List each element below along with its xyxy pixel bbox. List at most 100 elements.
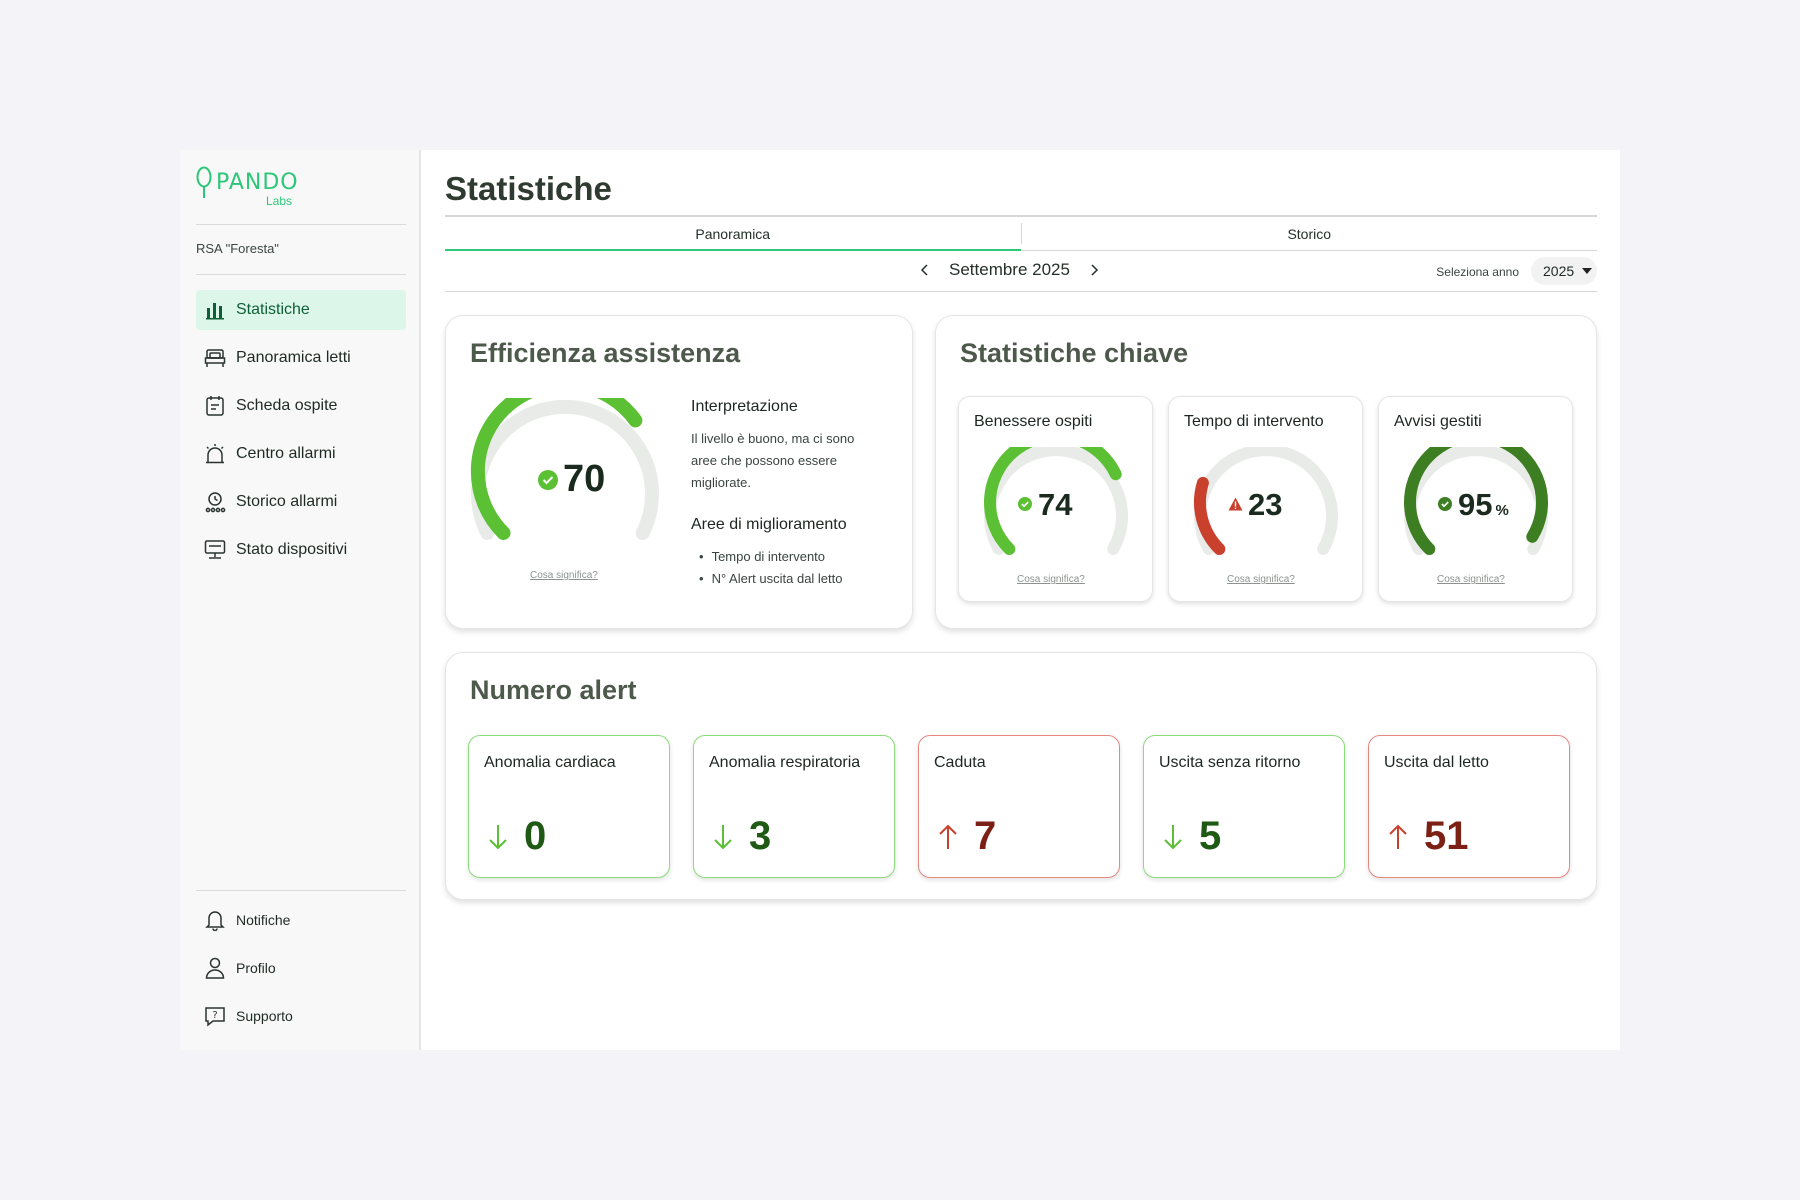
stat-benessere-ospiti: Benessere ospiti 74 Cosa significa? — [958, 396, 1153, 602]
alert-caduta[interactable]: Caduta 7 — [918, 735, 1120, 878]
arrow-up-icon — [939, 824, 957, 849]
alert-anomalia-respiratoria[interactable]: Anomalia respiratoria 3 — [693, 735, 895, 878]
period-bar: Settembre 2025 Seleziona anno 2025 — [445, 252, 1597, 292]
devices-icon — [204, 539, 226, 561]
pando-logo: PANDO Labs — [196, 166, 306, 210]
bar-chart-icon — [204, 299, 226, 321]
sidebar-item-label: Panoramica letti — [236, 349, 351, 366]
stat-value: 95% — [1458, 487, 1509, 523]
stat-unit: % — [1495, 502, 1509, 519]
brand-name: PANDO — [216, 170, 299, 195]
sidebar-item-label: Stato dispositivi — [236, 541, 348, 558]
stat-info-link[interactable]: Cosa significa? — [1017, 574, 1085, 585]
divider — [196, 224, 406, 225]
app-window: PANDO Labs RSA "Foresta" Statistiche Pan… — [180, 150, 1620, 1050]
alert-title: Uscita dal letto — [1384, 754, 1489, 771]
stat-value: 74 — [1038, 487, 1073, 522]
sidebar-item-label: Profilo — [236, 960, 276, 976]
efficiency-title: Efficienza assistenza — [470, 338, 741, 368]
current-period: Settembre 2025 — [949, 260, 1070, 279]
sidebar-item-label: Statistiche — [236, 301, 310, 318]
sidebar-item-statistiche[interactable]: Statistiche — [196, 290, 406, 330]
sidebar-item-label: Centro allarmi — [236, 445, 336, 462]
chevron-right-icon[interactable] — [1084, 260, 1104, 280]
alarm-history-icon — [204, 491, 226, 513]
tab-divider — [1020, 223, 1022, 244]
alert-count: 0 — [524, 814, 547, 858]
alerts-card: Numero alert Anomalia cardiaca 0 Anomali… — [445, 652, 1597, 900]
improvement-areas-list: Tempo di intervento N° Alert uscita dal … — [691, 546, 843, 590]
stat-title: Benessere ospiti — [974, 413, 1093, 430]
key-stats-card: Statistiche chiave Benessere ospiti 74 C… — [935, 315, 1597, 629]
check-circle-icon — [1438, 497, 1452, 511]
alert-title: Anomalia cardiaca — [484, 754, 616, 771]
alert-count: 3 — [749, 814, 772, 858]
gauge-fill — [1193, 476, 1226, 555]
main-content: Statistiche Panoramica Storico Settembre… — [421, 150, 1620, 1050]
alert-count: 5 — [1199, 814, 1222, 858]
sidebar-item-centro-allarmi[interactable]: Centro allarmi — [196, 434, 406, 474]
arrow-up-icon — [1389, 824, 1407, 849]
sidebar-item-profilo[interactable]: Profilo — [196, 948, 406, 988]
year-select-value: 2025 — [1543, 263, 1575, 279]
alert-title: Caduta — [934, 754, 986, 771]
sidebar-item-panoramica-letti[interactable]: Panoramica letti — [196, 338, 406, 378]
sidebar-nav: Statistiche Panoramica letti Scheda ospi… — [196, 290, 406, 578]
caret-down-icon — [1582, 268, 1593, 274]
org-name: RSA "Foresta" — [196, 241, 279, 256]
sidebar-item-label: Scheda ospite — [236, 397, 338, 414]
check-circle-icon — [1018, 497, 1032, 511]
check-circle-icon — [538, 470, 558, 490]
divider — [196, 890, 406, 891]
month-selector: Settembre 2025 — [915, 260, 1104, 280]
divider — [196, 274, 406, 275]
stat-value: 23 — [1248, 487, 1283, 522]
sidebar-item-notifiche[interactable]: Notifiche — [196, 900, 406, 940]
improvement-areas-title: Aree di miglioramento — [691, 516, 847, 533]
stat-info-link[interactable]: Cosa significa? — [1227, 574, 1295, 585]
tab-storico[interactable]: Storico — [1287, 225, 1332, 242]
alert-uscita-senza-ritorno[interactable]: Uscita senza ritorno 5 — [1143, 735, 1345, 878]
user-icon — [204, 957, 226, 979]
year-select[interactable]: 2025 — [1531, 257, 1597, 285]
brand-sub: Labs — [266, 194, 293, 208]
alert-title: Uscita senza ritorno — [1159, 754, 1301, 771]
list-item: N° Alert uscita dal letto — [691, 568, 843, 590]
bed-icon — [204, 347, 226, 369]
sidebar-item-stato-dispositivi[interactable]: Stato dispositivi — [196, 530, 406, 570]
stat-gauge: 23 — [1193, 444, 1339, 563]
alerts-title: Numero alert — [470, 675, 637, 705]
sidebar-item-scheda-ospite[interactable]: Scheda ospite — [196, 386, 406, 426]
stat-tempo-intervento: Tempo di intervento 23 Cosa significa? — [1168, 396, 1363, 602]
key-stats-title: Statistiche chiave — [960, 338, 1189, 368]
sidebar: PANDO Labs RSA "Foresta" Statistiche Pan… — [180, 150, 421, 1050]
gauge-fill — [984, 430, 1122, 555]
efficiency-value: 70 — [563, 458, 606, 500]
tab-panoramica[interactable]: Panoramica — [445, 217, 1021, 251]
stat-avvisi-gestiti: Avvisi gestiti 95% Cosa significa? — [1378, 396, 1573, 602]
tree-icon — [196, 166, 212, 198]
sidebar-item-label: Storico allarmi — [236, 493, 338, 510]
sidebar-item-storico-allarmi[interactable]: Storico allarmi — [196, 482, 406, 522]
siren-icon — [204, 443, 226, 465]
stat-info-link[interactable]: Cosa significa? — [1437, 574, 1505, 585]
arrow-down-icon — [489, 825, 507, 850]
sidebar-item-label: Notifiche — [236, 912, 291, 928]
stat-gauge: 95% — [1403, 430, 1549, 563]
svg-text:?: ? — [212, 1010, 217, 1021]
list-item: Tempo di intervento — [691, 546, 843, 568]
interpretation-text: Il livello è buono, ma ci sono aree che … — [691, 431, 855, 490]
stat-title: Tempo di intervento — [1184, 413, 1324, 430]
sidebar-item-supporto[interactable]: ? Supporto — [196, 996, 406, 1036]
stat-gauge: 74 — [983, 430, 1129, 563]
stat-value-number: 95 — [1458, 487, 1493, 522]
sidebar-bottom-nav: Notifiche Profilo ? Supporto — [196, 900, 406, 1044]
interpretation-title: Interpretazione — [691, 398, 798, 415]
alert-count: 51 — [1424, 814, 1469, 858]
efficiency-gauge: 70 — [468, 377, 662, 548]
alert-anomalia-cardiaca[interactable]: Anomalia cardiaca 0 — [468, 735, 670, 878]
alert-uscita-dal-letto[interactable]: Uscita dal letto 51 — [1368, 735, 1570, 878]
alert-count: 7 — [974, 814, 997, 858]
efficiency-info-link[interactable]: Cosa significa? — [530, 570, 598, 581]
chevron-left-icon[interactable] — [915, 260, 935, 280]
